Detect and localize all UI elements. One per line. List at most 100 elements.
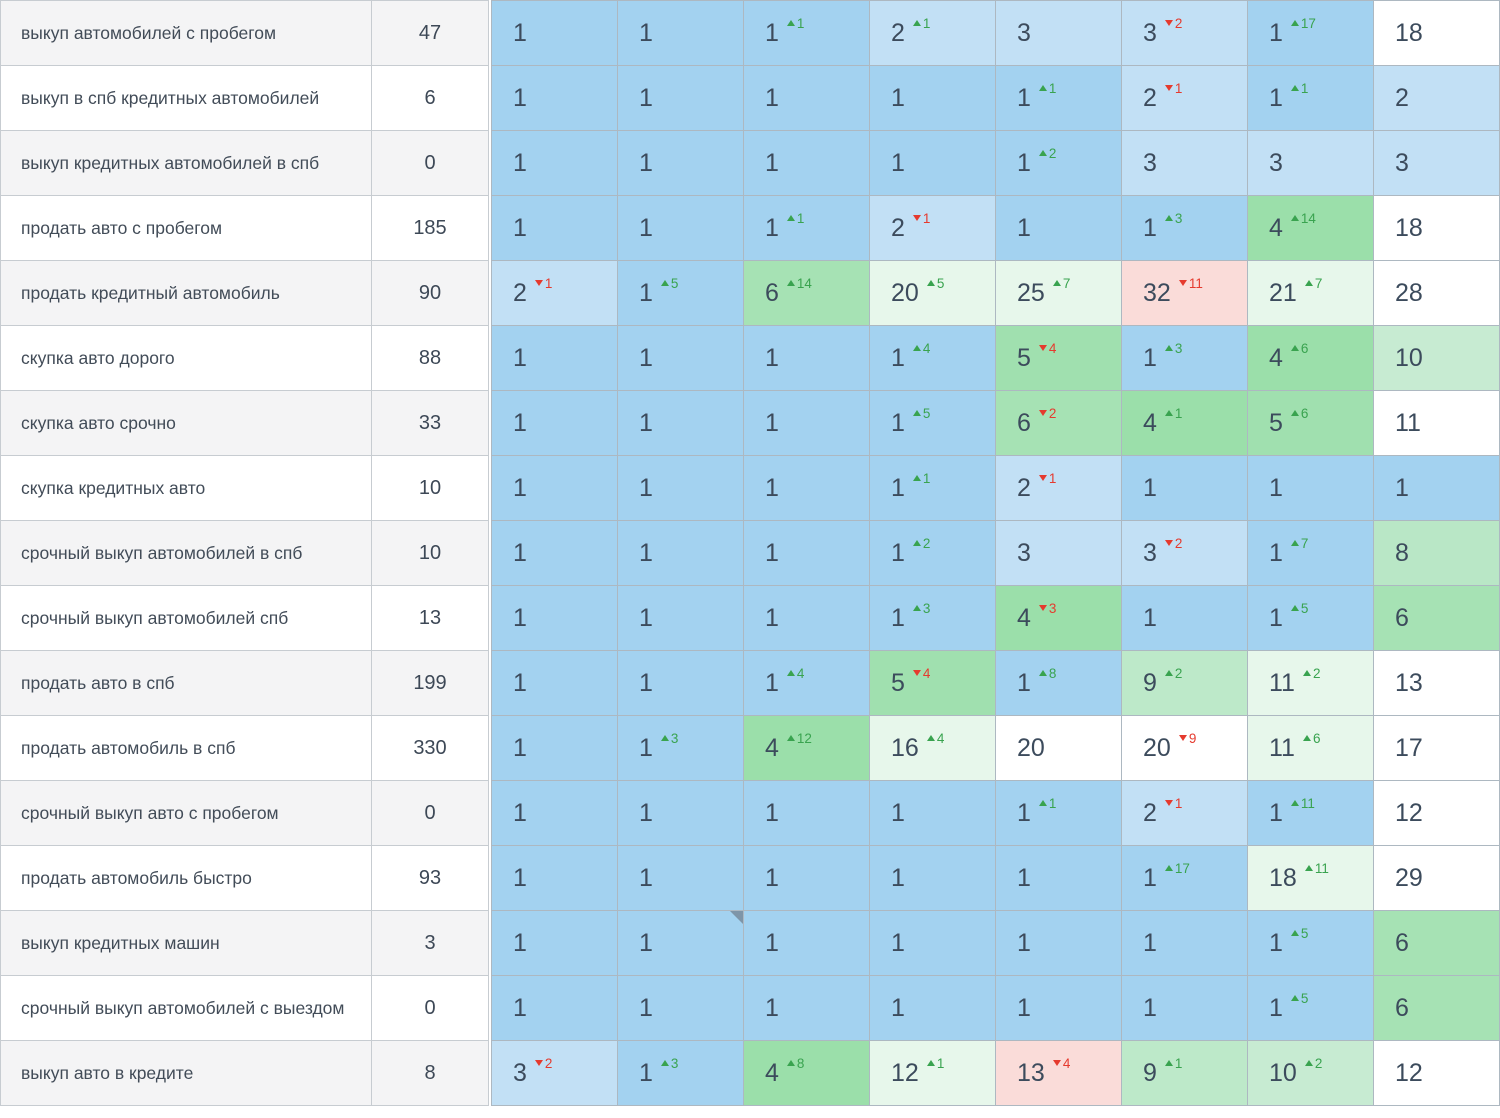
keyword-cell[interactable]: продать кредитный автомобиль	[0, 260, 372, 326]
position-cell[interactable]: 1	[617, 910, 744, 976]
position-cell[interactable]: 1	[869, 845, 996, 911]
position-cell[interactable]: 1 11	[1247, 780, 1374, 846]
position-cell[interactable]: 18	[1373, 0, 1500, 66]
position-cell[interactable]: 12	[1373, 1040, 1500, 1106]
position-cell[interactable]: 1	[491, 390, 618, 456]
position-cell[interactable]: 1	[743, 65, 870, 131]
position-cell[interactable]: 1	[491, 520, 618, 586]
position-cell[interactable]: 1	[869, 130, 996, 196]
position-cell[interactable]: 1	[743, 975, 870, 1041]
position-cell[interactable]: 1	[491, 780, 618, 846]
position-cell[interactable]: 3	[1247, 130, 1374, 196]
keyword-cell[interactable]: срочный выкуп автомобилей в спб	[0, 520, 372, 586]
position-cell[interactable]: 11	[1373, 390, 1500, 456]
position-cell[interactable]: 1	[1373, 455, 1500, 521]
position-cell[interactable]: 4 14	[1247, 195, 1374, 261]
position-cell[interactable]: 1	[491, 65, 618, 131]
position-cell[interactable]: 32 11	[1121, 260, 1248, 326]
position-cell[interactable]: 6 14	[743, 260, 870, 326]
position-cell[interactable]: 1	[995, 975, 1122, 1041]
keyword-cell[interactable]: продать авто с пробегом	[0, 195, 372, 261]
position-cell[interactable]: 1	[743, 845, 870, 911]
position-cell[interactable]: 1	[743, 390, 870, 456]
position-cell[interactable]: 1	[1121, 585, 1248, 651]
position-cell[interactable]: 2	[1373, 65, 1500, 131]
keyword-cell[interactable]: выкуп автомобилей с пробегом	[0, 0, 372, 66]
position-cell[interactable]: 1	[617, 845, 744, 911]
position-cell[interactable]: 1	[491, 910, 618, 976]
keyword-cell[interactable]: продать автомобиль в спб	[0, 715, 372, 781]
position-cell[interactable]: 1	[995, 845, 1122, 911]
keyword-cell[interactable]: срочный выкуп автомобилей спб	[0, 585, 372, 651]
keyword-cell[interactable]: выкуп кредитных автомобилей в спб	[0, 130, 372, 196]
position-cell[interactable]: 1	[869, 975, 996, 1041]
position-cell[interactable]: 10 2	[1247, 1040, 1374, 1106]
position-cell[interactable]: 1	[491, 195, 618, 261]
position-cell[interactable]: 1 17	[1121, 845, 1248, 911]
keyword-cell[interactable]: продать автомобиль быстро	[0, 845, 372, 911]
position-cell[interactable]: 20	[995, 715, 1122, 781]
position-cell[interactable]: 1	[491, 975, 618, 1041]
position-cell[interactable]: 12	[1373, 780, 1500, 846]
keyword-cell[interactable]: выкуп в спб кредитных автомобилей	[0, 65, 372, 131]
position-cell[interactable]: 29	[1373, 845, 1500, 911]
position-cell[interactable]: 3	[995, 0, 1122, 66]
position-cell[interactable]: 21 7	[1247, 260, 1374, 326]
position-cell[interactable]: 1	[617, 520, 744, 586]
position-cell[interactable]: 1	[743, 130, 870, 196]
position-cell[interactable]: 6	[1373, 975, 1500, 1041]
position-cell[interactable]: 1	[617, 455, 744, 521]
position-cell[interactable]: 1	[617, 975, 744, 1041]
position-cell[interactable]: 11 6	[1247, 715, 1374, 781]
keyword-cell[interactable]: продать авто в спб	[0, 650, 372, 716]
position-cell[interactable]: 25 7	[995, 260, 1122, 326]
position-cell[interactable]: 1	[491, 715, 618, 781]
position-cell[interactable]: 1	[1121, 910, 1248, 976]
position-cell[interactable]: 1	[743, 520, 870, 586]
position-cell[interactable]: 1	[743, 325, 870, 391]
position-cell[interactable]: 4 12	[743, 715, 870, 781]
position-cell[interactable]: 1	[617, 585, 744, 651]
position-cell[interactable]: 1	[617, 195, 744, 261]
position-cell[interactable]: 1	[743, 455, 870, 521]
position-cell[interactable]: 18 11	[1247, 845, 1374, 911]
position-cell[interactable]: 13 4	[995, 1040, 1122, 1106]
position-cell[interactable]: 1	[869, 780, 996, 846]
keyword-cell[interactable]: скупка авто дорого	[0, 325, 372, 391]
position-cell[interactable]: 1	[995, 195, 1122, 261]
position-cell[interactable]: 17	[1373, 715, 1500, 781]
position-cell[interactable]: 1	[491, 325, 618, 391]
keyword-cell[interactable]: выкуп кредитных машин	[0, 910, 372, 976]
position-cell[interactable]: 3	[1373, 130, 1500, 196]
position-cell[interactable]: 1	[617, 780, 744, 846]
position-cell[interactable]: 1	[617, 0, 744, 66]
position-cell[interactable]: 13	[1373, 650, 1500, 716]
position-cell[interactable]: 1	[617, 65, 744, 131]
